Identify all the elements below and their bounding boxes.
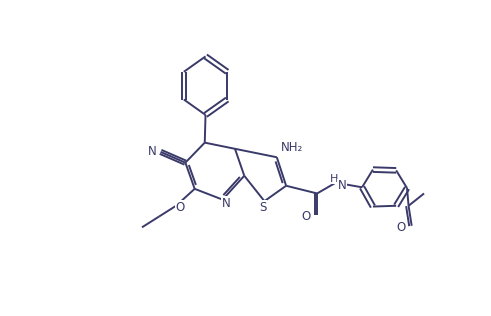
Text: N: N — [148, 145, 157, 158]
Text: O: O — [175, 201, 185, 214]
Text: N: N — [338, 179, 347, 192]
Text: H: H — [330, 174, 338, 184]
Text: S: S — [259, 201, 267, 214]
Text: N: N — [222, 197, 231, 210]
Text: O: O — [301, 210, 311, 223]
Text: O: O — [396, 221, 406, 234]
Text: NH₂: NH₂ — [281, 141, 303, 154]
